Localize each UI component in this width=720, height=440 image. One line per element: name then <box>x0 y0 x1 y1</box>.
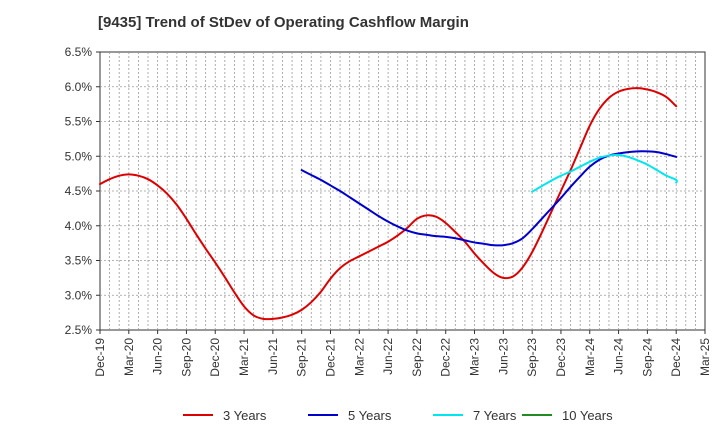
x-tick-label: Dec-21 <box>323 338 337 377</box>
x-tick-label: Mar-24 <box>583 338 597 376</box>
y-tick-label: 4.0% <box>65 219 93 233</box>
legend: 3 Years 5 Years 7 Years 10 Years <box>183 408 613 423</box>
legend-label-10-years: 10 Years <box>562 408 613 423</box>
y-tick-label: 5.5% <box>65 115 93 129</box>
chart-title: [9435] Trend of StDev of Operating Cashf… <box>98 14 469 31</box>
x-tick-label: Jun-22 <box>381 338 395 375</box>
x-tick-label: Dec-23 <box>554 338 568 377</box>
x-tick-label: Dec-24 <box>669 338 683 377</box>
x-tick-label: Jun-21 <box>266 338 280 375</box>
x-tick-label: Sep-20 <box>179 338 193 377</box>
legend-label-7-years: 7 Years <box>473 408 517 423</box>
y-tick-label: 5.0% <box>65 149 93 163</box>
x-tick-label: Mar-22 <box>352 338 366 376</box>
series-line-3-years <box>99 87 678 321</box>
series-line-7-years <box>531 153 678 193</box>
y-tick-label: 6.0% <box>65 80 93 94</box>
x-tick-label: Jun-23 <box>496 338 510 375</box>
x-tick-label: Sep-24 <box>640 338 654 377</box>
x-tick-label: Sep-21 <box>295 338 309 377</box>
y-tick-label: 3.0% <box>65 288 93 302</box>
x-tick-label: Mar-21 <box>237 338 251 376</box>
x-tick-label: Sep-22 <box>410 338 424 377</box>
y-tick-label: 4.5% <box>65 184 93 198</box>
x-tick-label: Mar-20 <box>122 338 136 376</box>
series-lines <box>99 87 678 321</box>
legend-label-3-years: 3 Years <box>223 408 267 423</box>
legend-label-5-years: 5 Years <box>348 408 392 423</box>
x-tick-label: Jun-24 <box>612 338 626 375</box>
x-tick-label: Sep-23 <box>525 338 539 377</box>
axes: Dec-19 Mar-20 Jun-20 Sep-20 Dec-20 Mar-21 Jun-… <box>65 45 712 377</box>
x-tick-label: Dec-19 <box>93 338 107 377</box>
y-tick-label: 3.5% <box>65 254 93 268</box>
x-tick-label: Mar-25 <box>698 338 712 376</box>
x-tick-label: Jun-20 <box>151 338 165 375</box>
y-tick-label: 6.5% <box>65 45 93 59</box>
x-tick-label: Dec-22 <box>439 338 453 377</box>
x-tick-label: Dec-20 <box>208 338 222 377</box>
y-tick-label: 2.5% <box>65 323 93 337</box>
x-tick-label: Mar-23 <box>468 338 482 376</box>
